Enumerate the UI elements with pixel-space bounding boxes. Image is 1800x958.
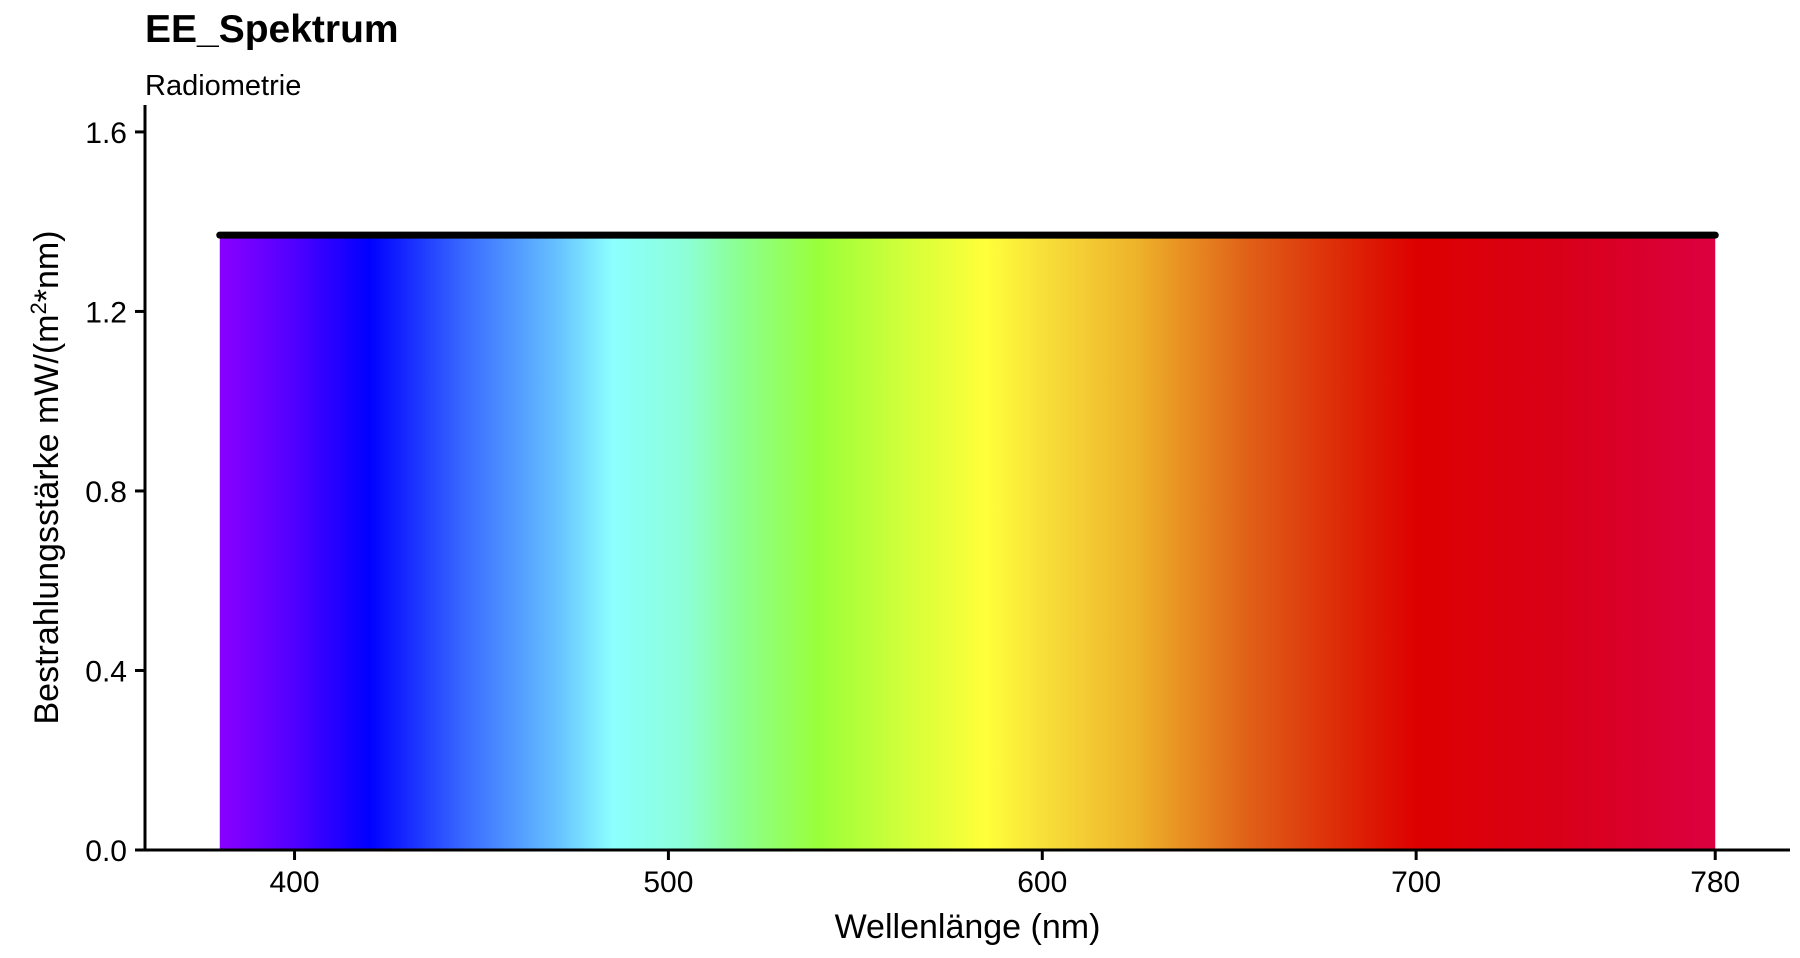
x-tick-label-500: 500 <box>643 866 693 899</box>
x-tick-label-400: 400 <box>270 866 320 899</box>
y-axis-label-superscript: 2 <box>26 302 51 314</box>
x-axis-label: Wellenlänge (nm) <box>835 908 1101 946</box>
y-tick-label-2: 0.8 <box>85 476 127 509</box>
y-axis-label-main: Bestrahlungsstärke mW/(m <box>28 315 66 725</box>
y-tick-label-3: 1.2 <box>85 296 127 329</box>
y-tick-label-4: 1.6 <box>85 117 127 150</box>
x-tick-label-700: 700 <box>1391 866 1441 899</box>
y-axis-label: Bestrahlungsstärke mW/(m2*nm) <box>26 230 67 724</box>
y-tick-label-0: 0.0 <box>85 835 127 868</box>
y-axis-label-tail: *nm) <box>28 230 66 302</box>
spectrum-area <box>220 235 1715 850</box>
x-tick-label-780: 780 <box>1690 866 1740 899</box>
y-tick-label-1: 0.4 <box>85 655 127 688</box>
x-tick-label-600: 600 <box>1017 866 1067 899</box>
